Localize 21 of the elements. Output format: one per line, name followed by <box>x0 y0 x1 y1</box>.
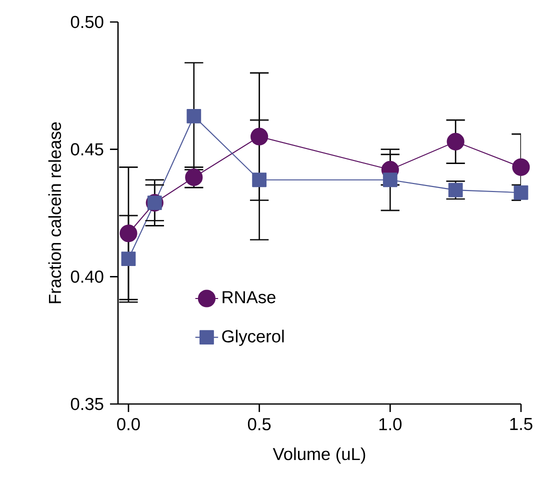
point <box>120 224 138 242</box>
point <box>186 109 202 124</box>
point <box>446 132 464 150</box>
point <box>121 252 136 266</box>
legend-label: Glycerol <box>222 330 284 346</box>
x-tick-label: 0.5 <box>248 418 271 430</box>
y-tick-label: 0.40 <box>70 270 104 283</box>
x-tick-label: 0.0 <box>117 418 140 430</box>
y-tick-label: 0.50 <box>70 16 104 28</box>
point <box>382 172 398 188</box>
point <box>252 172 267 188</box>
x-tick-label: 1.0 <box>379 418 402 430</box>
y-axis-title: Fraction calcein release <box>48 122 62 304</box>
legend-label: RNAse <box>222 291 276 304</box>
point <box>514 185 528 200</box>
x-tick-label: 1.5 <box>510 418 532 430</box>
y-tick-label: 0.35 <box>70 398 104 410</box>
x-axis-title: Volume (uL) <box>272 447 366 464</box>
point <box>250 128 268 146</box>
y-tick-label: 0.45 <box>70 143 104 156</box>
point <box>512 158 530 176</box>
